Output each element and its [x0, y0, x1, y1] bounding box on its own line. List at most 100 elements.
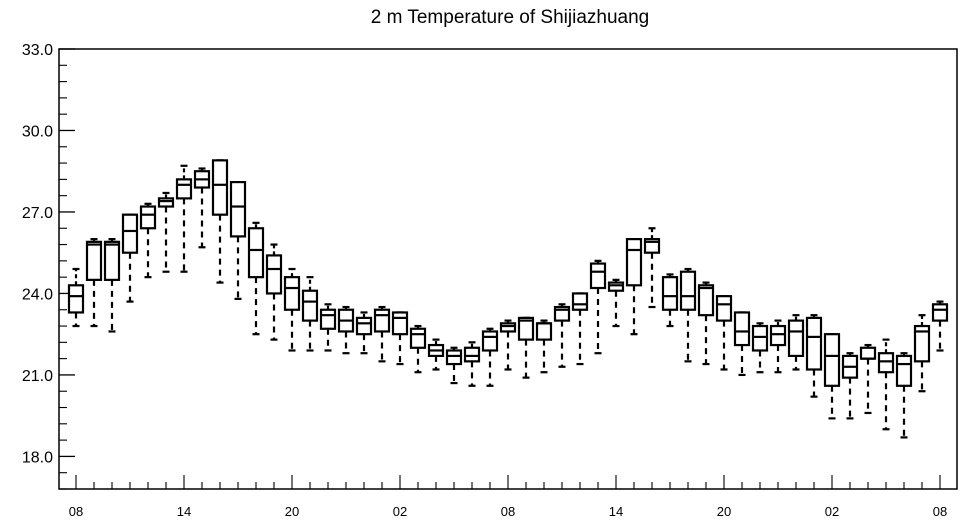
box-iqr [319, 308, 337, 330]
box-item [265, 243, 283, 341]
box-iqr [715, 295, 733, 322]
box-item [931, 300, 949, 352]
box-iqr [409, 327, 427, 349]
box-item [283, 267, 301, 352]
box-iqr [121, 213, 139, 254]
box-item [319, 303, 337, 352]
box-item [481, 327, 499, 387]
box-iqr [589, 262, 607, 290]
box-item [571, 292, 589, 366]
box-iqr [301, 289, 319, 322]
box-iqr [373, 308, 391, 333]
box-iqr [481, 330, 499, 352]
box-iqr [517, 316, 535, 341]
box-iqr [661, 276, 679, 311]
box-item [373, 305, 391, 363]
box-iqr [157, 197, 175, 208]
x-tick-label: 14 [609, 504, 623, 519]
box-iqr [679, 270, 697, 311]
box-item [301, 276, 319, 352]
box-iqr [913, 324, 931, 363]
box-item [409, 324, 427, 374]
box-item [553, 303, 571, 368]
box-item [841, 352, 859, 420]
box-item [859, 343, 877, 415]
x-tick-label: 20 [717, 504, 731, 519]
box-item [679, 267, 697, 363]
box-item [247, 221, 265, 336]
box-item [139, 202, 157, 279]
box-iqr [607, 281, 625, 292]
box-iqr [463, 346, 481, 363]
x-tick-label: 08 [69, 504, 83, 519]
y-tick-label: 33.0 [22, 42, 53, 59]
box-iqr [805, 316, 823, 371]
x-tick-label: 02 [825, 504, 839, 519]
box-item [175, 164, 193, 273]
box-iqr [85, 240, 103, 281]
box-item [607, 278, 625, 328]
box-item [643, 227, 661, 309]
x-tick-label: 08 [501, 504, 515, 519]
x-axis: 08 14 20 02 08 14 20 02 08 [69, 475, 947, 519]
box-item [697, 281, 715, 366]
box-item [193, 167, 211, 249]
box-item [769, 319, 787, 374]
box-item [121, 213, 139, 303]
box-item [445, 346, 463, 385]
y-tick-label: 21.0 [22, 368, 53, 385]
y-tick-label: 27.0 [22, 205, 53, 222]
box-item [499, 319, 517, 371]
box-iqr [823, 333, 841, 387]
box-item [589, 259, 607, 355]
box-item [805, 314, 823, 398]
box-item [787, 314, 805, 371]
x-tick-label: 14 [177, 504, 191, 519]
box-item [229, 180, 247, 300]
box-iqr [67, 284, 85, 314]
box-item [877, 338, 895, 431]
box-iqr [499, 322, 517, 333]
box-item [67, 267, 85, 328]
box-item [85, 238, 103, 328]
box-iqr [895, 354, 913, 387]
box-iqr [355, 316, 373, 336]
box-item [103, 238, 121, 333]
x-tick-label: 08 [933, 504, 947, 519]
y-tick-label: 24.0 [22, 286, 53, 303]
box-item [211, 159, 229, 284]
box-item [463, 341, 481, 387]
box-iqr [877, 352, 895, 374]
plot-frame [58, 48, 958, 490]
box-iqr [571, 292, 589, 311]
box-iqr [229, 180, 247, 238]
x-tick-label: 20 [285, 504, 299, 519]
box-item [355, 311, 373, 355]
box-item [751, 322, 769, 374]
x-tick-label: 02 [393, 504, 407, 519]
box-iqr [697, 284, 715, 317]
box-iqr [283, 276, 301, 311]
box-item [715, 295, 733, 371]
box-item [913, 314, 931, 393]
box-item [337, 305, 355, 355]
box-iqr [931, 303, 949, 322]
box-iqr [247, 227, 265, 279]
y-tick-label: 18.0 [22, 449, 53, 466]
box-iqr [391, 311, 409, 336]
chart-title: 2 m Temperature of Shijiazhuang [371, 7, 649, 28]
box-item [625, 238, 643, 336]
box-iqr [265, 254, 283, 295]
box-iqr [103, 240, 121, 281]
box-item [661, 273, 679, 328]
box-iqr [625, 238, 643, 287]
box-item [733, 311, 751, 377]
box-item [517, 316, 535, 379]
y-axis: 18.0 21.0 24.0 27.0 30.0 33.0 [22, 42, 75, 490]
y-tick-label: 30.0 [22, 123, 53, 140]
box-item [157, 191, 175, 273]
box-series [67, 159, 949, 439]
box-item [823, 333, 841, 420]
box-iqr [769, 324, 787, 347]
box-iqr [175, 178, 193, 200]
